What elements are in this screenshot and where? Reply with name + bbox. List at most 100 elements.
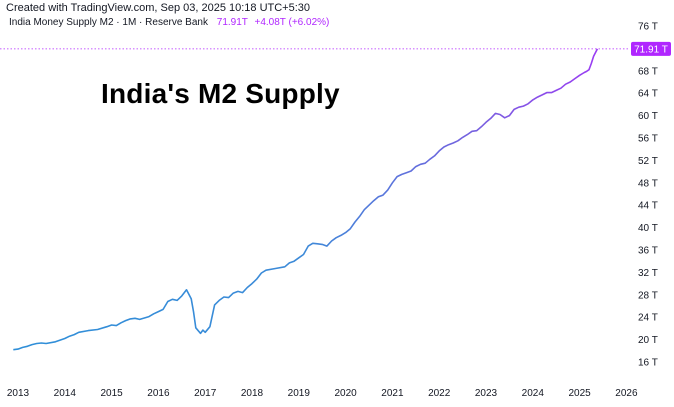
data-point — [147, 315, 150, 318]
data-point — [363, 208, 366, 211]
data-point — [63, 337, 66, 340]
data-point — [77, 331, 80, 334]
x-axis: 2013 2014 2015 2016 2017 2018 2019 2020 2021 2022… — [7, 388, 638, 399]
y-tick-label: 24 T — [638, 313, 658, 324]
data-point — [293, 260, 296, 263]
data-point — [555, 89, 558, 92]
series-legend[interactable]: India Money Supply M2 · 1M · Reserve Ban… — [9, 17, 329, 28]
y-tick-label: 60 T — [638, 111, 658, 122]
data-point — [442, 145, 445, 148]
data-point — [480, 125, 483, 128]
x-tick-label: 2020 — [334, 388, 357, 399]
data-point — [527, 102, 530, 105]
y-tick-label: 40 T — [638, 223, 658, 234]
data-point — [124, 319, 127, 322]
data-point — [564, 83, 567, 86]
data-point — [541, 93, 544, 96]
data-point — [68, 335, 71, 338]
data-point — [171, 298, 174, 301]
data-point — [578, 74, 581, 77]
data-point — [349, 227, 352, 230]
data-point — [115, 324, 118, 327]
data-point — [456, 139, 459, 142]
data-point — [190, 297, 193, 300]
data-point — [470, 130, 473, 133]
data-point — [73, 333, 76, 336]
x-tick-label: 2018 — [241, 388, 264, 399]
y-tick-label: 56 T — [638, 134, 658, 145]
data-point — [386, 189, 389, 192]
data-point — [550, 91, 553, 94]
data-point — [381, 194, 384, 197]
y-tick-label: 64 T — [638, 89, 658, 100]
data-point — [330, 239, 333, 242]
current-price-label: 71.91 T — [634, 44, 668, 55]
y-tick-label: 20 T — [638, 335, 658, 346]
data-point — [21, 346, 24, 349]
m2-series-line[interactable] — [13, 48, 599, 351]
data-point — [129, 317, 132, 320]
data-point — [452, 141, 455, 144]
data-point — [414, 165, 417, 168]
data-point — [531, 98, 534, 101]
data-point — [133, 317, 136, 320]
data-point — [307, 245, 310, 248]
data-point — [302, 253, 305, 256]
data-point — [222, 295, 225, 298]
data-point — [232, 292, 235, 295]
data-point — [447, 143, 450, 146]
y-tick-label: 28 T — [638, 290, 658, 301]
data-point — [194, 326, 197, 329]
y-tick-label: 52 T — [638, 156, 658, 167]
x-tick-label: 2026 — [615, 388, 638, 399]
y-axis: 16 T 20 T 24 T 28 T 32 T 36 T 40 T 44 T 48 T 52 T… — [638, 22, 658, 369]
data-point — [260, 271, 263, 274]
data-point — [396, 175, 399, 178]
chart-title: India's M2 Supply — [101, 78, 340, 109]
x-tick-label: 2022 — [428, 388, 451, 399]
series-label: India Money Supply M2 · 1M · Reserve Ban… — [9, 17, 208, 28]
data-point — [428, 158, 431, 161]
data-point — [498, 113, 501, 116]
data-point — [321, 243, 324, 246]
data-point — [192, 310, 195, 313]
y-tick-label: 16 T — [638, 358, 658, 369]
data-point — [367, 204, 370, 207]
data-point — [218, 299, 221, 302]
data-point — [484, 121, 487, 124]
x-tick-label: 2015 — [100, 388, 123, 399]
data-point — [517, 106, 520, 109]
data-point — [204, 331, 207, 334]
data-point — [45, 342, 48, 345]
y-tick-label: 44 T — [638, 201, 658, 212]
data-point — [590, 62, 593, 65]
data-point — [180, 294, 183, 297]
change-value: +4.08T (+6.02%) — [254, 17, 330, 28]
data-point — [274, 267, 277, 270]
data-point — [494, 112, 497, 115]
data-point — [410, 169, 413, 172]
x-tick-label: 2025 — [568, 388, 591, 399]
data-point — [461, 136, 464, 139]
data-point — [40, 341, 43, 344]
data-point — [344, 231, 347, 234]
data-point — [438, 149, 441, 152]
last-value: 71.91T — [216, 17, 248, 28]
x-tick-label: 2016 — [147, 388, 170, 399]
current-price-badge: 71.91 T — [631, 41, 671, 56]
data-point — [559, 87, 562, 90]
data-point — [227, 296, 230, 299]
data-point — [297, 256, 300, 259]
data-point — [424, 162, 427, 165]
data-point — [110, 323, 113, 326]
data-point — [288, 261, 291, 264]
y-tick-label: 36 T — [638, 246, 658, 257]
data-point — [358, 215, 361, 218]
data-point — [157, 310, 160, 313]
data-point — [54, 340, 57, 343]
data-point — [241, 291, 244, 294]
data-point — [372, 199, 375, 202]
x-tick-label: 2014 — [54, 388, 77, 399]
data-point — [391, 181, 394, 184]
